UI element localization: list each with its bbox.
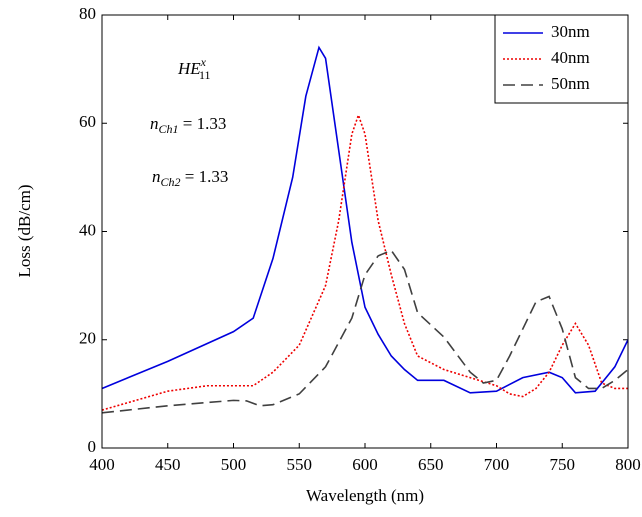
annotation-rest: = 1.33	[179, 114, 227, 133]
x-tick-label: 450	[155, 455, 181, 474]
x-axis-label: Wavelength (nm)	[306, 486, 424, 505]
annotation-sup: x	[200, 55, 207, 69]
x-tick-label: 400	[89, 455, 115, 474]
annotation-sub: Ch1	[159, 122, 179, 136]
annotation-sub: Ch2	[161, 175, 181, 189]
line	[102, 45, 628, 394]
x-tick-label: 750	[550, 455, 576, 474]
annotation: HEx 11	[177, 55, 211, 82]
line	[102, 249, 628, 414]
legend-label: 30nm	[551, 22, 590, 41]
x-tick-label: 700	[484, 455, 510, 474]
x-tick-label: 550	[287, 455, 313, 474]
legend-label: 50nm	[551, 74, 590, 93]
x-tick-label: 650	[418, 455, 444, 474]
annotation-sub: 11	[199, 68, 211, 82]
legend-box	[494, 14, 629, 104]
y-axis-label: Loss (dB/cm)	[15, 184, 34, 277]
annotation-base: HE	[177, 59, 201, 78]
y-tick-label: 80	[79, 4, 96, 23]
annotation: nCh1 = 1.33	[150, 114, 226, 136]
annotation: nCh2 = 1.33	[152, 167, 228, 189]
annotation-base: n	[152, 167, 161, 186]
annotation-rest: = 1.33	[181, 167, 229, 186]
plot-frame	[101, 14, 629, 449]
legend-label: 40nm	[551, 48, 590, 67]
y-tick-label: 60	[79, 112, 96, 131]
y-tick-label: 20	[79, 329, 96, 348]
y-tick-label: 0	[88, 437, 97, 456]
x-tick-label: 600	[352, 455, 378, 474]
y-tick-label: 40	[79, 220, 96, 239]
line	[102, 112, 628, 411]
annotation-base: n	[150, 114, 159, 133]
x-tick-label: 500	[221, 455, 247, 474]
x-tick-label: 800	[615, 455, 641, 474]
